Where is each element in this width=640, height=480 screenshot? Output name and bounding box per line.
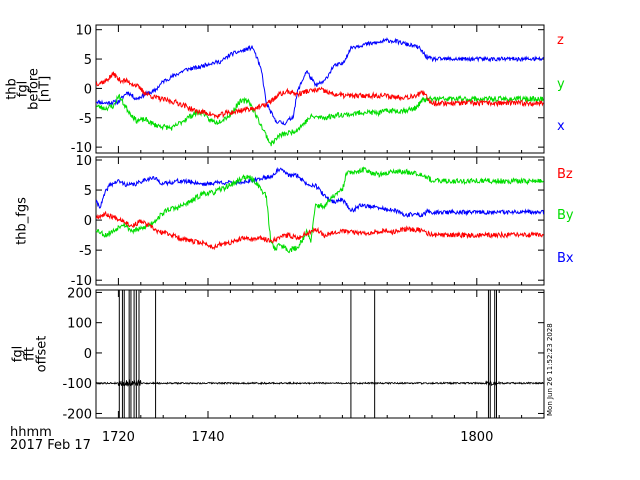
y-tick-label: 0 bbox=[84, 214, 92, 229]
series-line-z bbox=[96, 71, 544, 119]
y-tick-label: -100 bbox=[62, 377, 92, 392]
x-tick-label: 1800 bbox=[460, 430, 493, 445]
legend-y: y bbox=[557, 77, 565, 92]
y-tick-label: 5 bbox=[84, 184, 92, 199]
y-tick-label: -5 bbox=[79, 244, 92, 259]
timestamp-stamp: Mon Jun 26 11:52:23 2028 bbox=[546, 323, 554, 416]
series-group bbox=[96, 290, 544, 418]
y-axis-label: offset bbox=[35, 336, 50, 373]
series-line-Bz bbox=[96, 210, 544, 251]
legend-Bx: Bx bbox=[557, 251, 574, 266]
y-tick-label: 200 bbox=[67, 286, 92, 301]
panels-container: -10-50510thbfglbefore[nT]zyx-10-50510thb… bbox=[5, 24, 574, 445]
x-tick-label: 1720 bbox=[102, 430, 135, 445]
y-tick-label: 100 bbox=[67, 317, 92, 332]
series-line-y bbox=[96, 93, 544, 147]
y-axis-label: fft bbox=[23, 347, 38, 361]
panel-frame bbox=[95, 156, 545, 286]
series-line-offset bbox=[96, 378, 544, 387]
date-label: 2017 Feb 17 bbox=[10, 438, 91, 453]
series-line-x bbox=[96, 37, 544, 126]
y-tick-label: 10 bbox=[75, 24, 92, 39]
series-line-Bx bbox=[96, 167, 544, 218]
panel-1: -10 -5 0 5 10 thb_fgs Bz By Bx bbox=[15, 154, 574, 289]
legend-By: By bbox=[557, 208, 574, 223]
y-tick-label: -200 bbox=[62, 407, 92, 422]
series-group bbox=[96, 37, 544, 147]
legend-z: z bbox=[557, 33, 564, 48]
y-tick-label: -5 bbox=[79, 112, 92, 127]
y-tick-label: 10 bbox=[75, 154, 92, 169]
y-axis-label: thb bbox=[5, 78, 20, 100]
y-axis-label: thb_fgs bbox=[15, 197, 30, 245]
series-group bbox=[96, 166, 544, 254]
y-tick-label: 0 bbox=[84, 82, 92, 97]
y-axis-label: [nT] bbox=[38, 76, 53, 102]
y-axis-label: fgl bbox=[16, 81, 31, 97]
y-tick-label: -10 bbox=[71, 274, 92, 289]
legend-x: x bbox=[557, 119, 565, 134]
y-tick-label: 0 bbox=[84, 347, 92, 362]
y-axis-label: fgl bbox=[11, 346, 26, 362]
series-line-By bbox=[96, 166, 544, 254]
time-format-label: hhmm bbox=[10, 425, 52, 440]
y-tick-label: 5 bbox=[84, 53, 92, 68]
panel-frame bbox=[95, 289, 545, 419]
legend-Bz: Bz bbox=[557, 167, 573, 182]
y-tick-label: -10 bbox=[71, 141, 92, 156]
y-axis-label: before bbox=[27, 68, 42, 110]
x-tick-label: 1740 bbox=[191, 430, 224, 445]
